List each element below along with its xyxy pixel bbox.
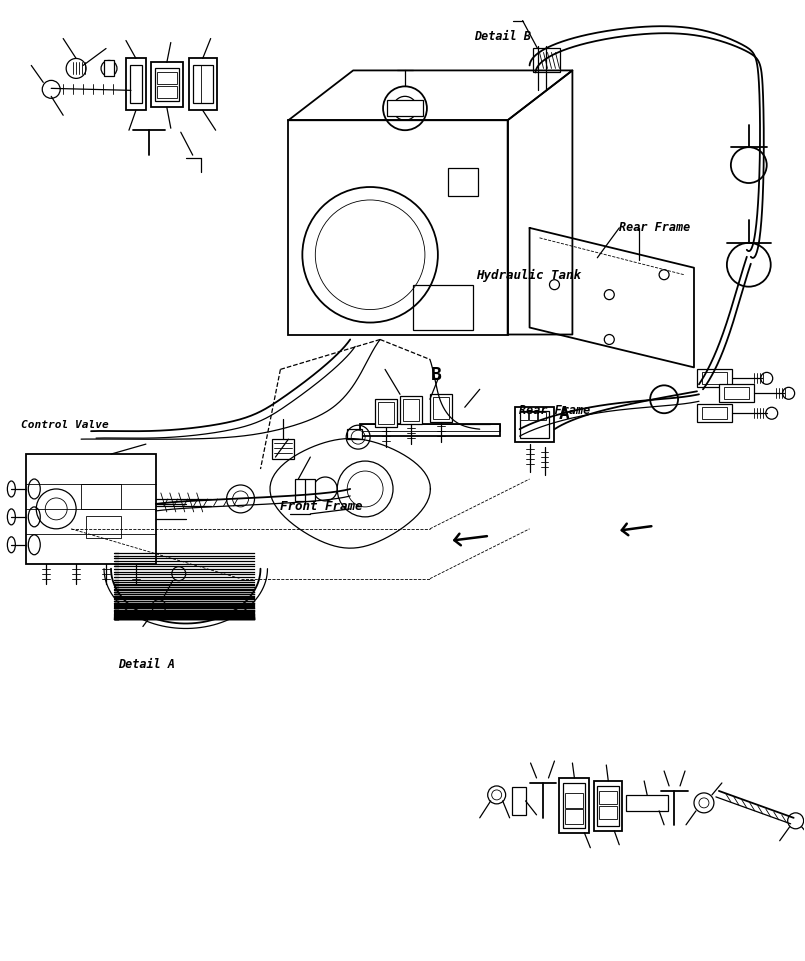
Bar <box>565 809 584 824</box>
Bar <box>564 783 585 828</box>
Bar <box>155 69 179 102</box>
Bar <box>519 413 527 421</box>
Bar <box>104 62 114 77</box>
Bar <box>719 385 753 403</box>
Circle shape <box>694 793 714 813</box>
Bar <box>387 101 423 117</box>
Bar <box>27 455 156 564</box>
Bar <box>157 73 177 86</box>
Bar <box>130 66 142 104</box>
Circle shape <box>787 813 803 829</box>
Bar <box>400 397 422 425</box>
Bar <box>512 787 526 815</box>
Circle shape <box>761 373 773 385</box>
Bar <box>599 806 617 819</box>
Bar <box>565 793 584 808</box>
Text: Control Valve: Control Valve <box>22 420 109 430</box>
Text: Rear Frame: Rear Frame <box>518 404 590 416</box>
Bar <box>529 413 537 421</box>
Bar <box>433 398 449 420</box>
Circle shape <box>766 407 778 420</box>
Bar <box>347 430 362 440</box>
Bar <box>413 285 473 331</box>
Bar <box>702 407 727 420</box>
Bar <box>288 121 508 335</box>
Bar <box>126 60 146 111</box>
Bar <box>514 407 555 443</box>
Bar <box>157 87 177 99</box>
Bar <box>626 795 668 811</box>
Bar <box>697 370 732 388</box>
Bar <box>519 412 550 438</box>
Bar <box>360 425 500 431</box>
Text: Rear Frame: Rear Frame <box>619 221 691 234</box>
Bar <box>151 63 183 109</box>
Bar <box>430 395 452 423</box>
Text: Detail A: Detail A <box>118 657 175 670</box>
Bar <box>360 425 500 436</box>
Bar <box>375 400 397 428</box>
Bar <box>448 169 477 197</box>
Circle shape <box>66 60 86 80</box>
Bar <box>559 778 589 833</box>
Bar <box>272 440 295 459</box>
Bar <box>702 373 727 385</box>
Text: Detail B: Detail B <box>474 30 531 43</box>
Text: A: A <box>559 405 570 422</box>
Text: Hydraulic Tank: Hydraulic Tank <box>476 269 580 282</box>
Bar <box>192 66 213 104</box>
Bar <box>188 60 217 111</box>
Bar <box>597 786 619 825</box>
Bar <box>599 791 617 804</box>
Circle shape <box>152 600 166 614</box>
Bar <box>86 516 121 538</box>
Bar <box>403 400 419 422</box>
Bar <box>81 484 121 509</box>
Bar <box>533 49 560 73</box>
Bar <box>594 781 622 831</box>
Bar <box>295 480 316 502</box>
Circle shape <box>171 567 186 581</box>
Circle shape <box>42 82 60 99</box>
Bar <box>724 388 749 400</box>
Bar <box>697 405 732 423</box>
Polygon shape <box>530 229 694 368</box>
Text: B: B <box>431 366 441 384</box>
Text: Front Frame: Front Frame <box>280 500 363 512</box>
Bar <box>538 413 546 421</box>
Bar <box>378 403 394 425</box>
Circle shape <box>782 388 795 400</box>
